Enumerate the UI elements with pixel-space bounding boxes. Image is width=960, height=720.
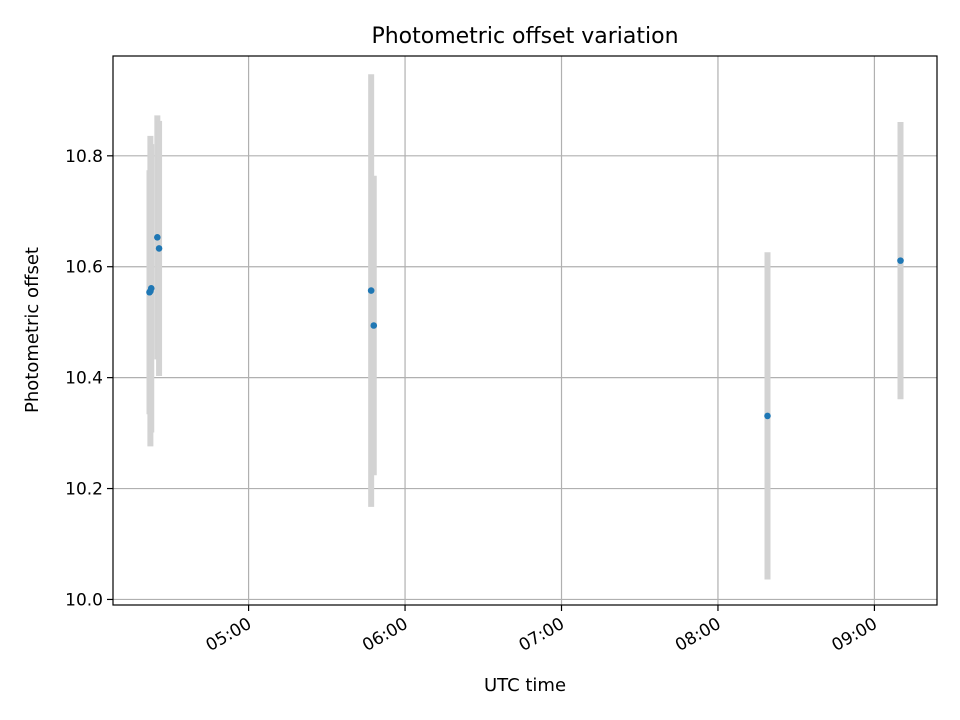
chart-title: Photometric offset variation [371,24,678,49]
data-points [146,234,904,420]
data-point [367,287,375,294]
grid [113,56,937,605]
data-point [764,412,771,420]
y-axis-label: Photometric offset [22,247,43,413]
data-point [897,257,904,264]
y-tick-label: 10.6 [65,258,103,278]
y-tick-label: 10.2 [65,480,103,500]
y-axis: 10.0 10.2 10.4 10.6 10.8 [65,147,113,610]
y-tick-label: 10.0 [65,590,103,610]
y-tick-label: 10.8 [65,147,103,167]
data-point [154,234,161,241]
data-point [147,285,155,292]
x-axis-label: UTC time [484,675,566,696]
data-point [155,245,163,252]
plot-frame [112,55,938,606]
y-tick-label: 10.4 [65,369,103,389]
data-point [370,322,378,329]
